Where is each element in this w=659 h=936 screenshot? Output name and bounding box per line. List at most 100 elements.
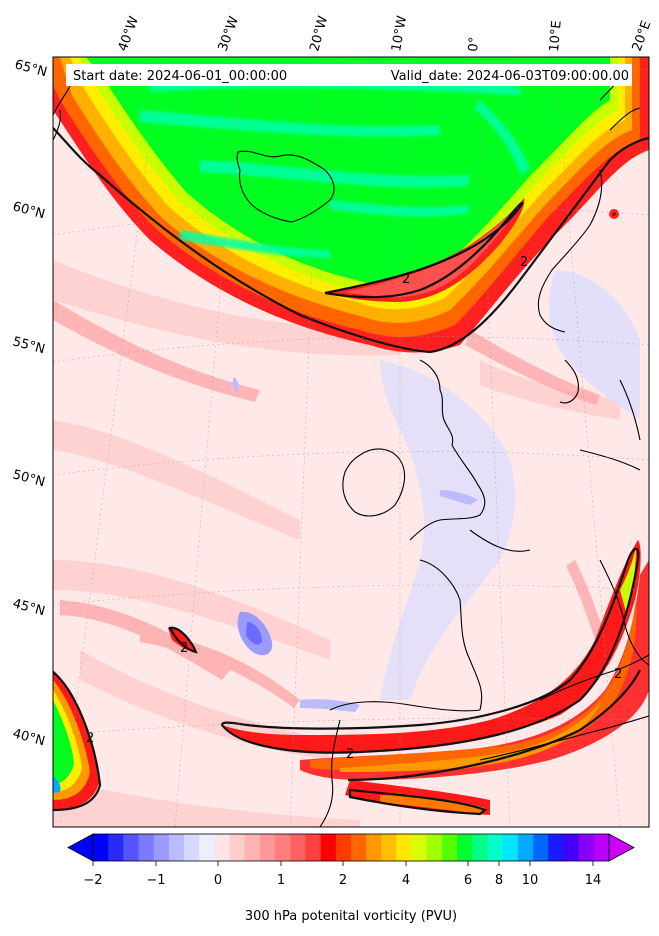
lon-label: 10°E	[547, 20, 565, 52]
colorbar-tick: 8	[495, 873, 503, 888]
header-box	[66, 64, 632, 86]
colorbar-under-outline	[67, 833, 94, 862]
lat-label: 55°N	[11, 334, 47, 357]
baltic-coast	[579, 379, 641, 471]
colorbar-cell	[244, 834, 261, 861]
colorbar-cell	[517, 834, 534, 861]
france-coast	[419, 529, 531, 711]
iberia-coast	[319, 701, 481, 827]
colorbar-cell	[108, 834, 124, 861]
contour-label: 2	[520, 255, 528, 270]
pv-hotspot	[609, 209, 619, 219]
longitude-labels: 40°W 30°W 20°W 10°W 0° 10°E 20°E	[116, 14, 655, 53]
contour-label: 2	[180, 641, 188, 656]
map-frame	[52, 56, 650, 828]
colorbar-tick: −2	[83, 873, 102, 888]
colorbar-cell	[411, 834, 428, 861]
lat-label: 60°N	[11, 199, 47, 222]
colorbar-cell	[381, 834, 397, 861]
colorbar-over-arrow	[609, 834, 634, 861]
coastlines	[53, 69, 649, 827]
colorbar-cell	[502, 834, 519, 861]
colorbar-cell	[335, 834, 352, 861]
colorbar-cell	[305, 834, 322, 861]
colorbar-cell	[366, 834, 382, 861]
colorbar-tick: 4	[402, 873, 410, 888]
norway-coast	[537, 169, 603, 333]
colorbar-cell	[229, 834, 246, 861]
colorbar-tick: 10	[522, 873, 539, 888]
pv-sw-corner	[53, 670, 100, 810]
colorbar-cell	[123, 834, 139, 861]
colorbar-cell	[563, 834, 580, 861]
contour-label: 2	[86, 731, 94, 746]
colorbar-tick: 1	[277, 873, 285, 888]
contour-label: 2	[346, 747, 354, 762]
colorbar-tick: 6	[464, 873, 472, 888]
colorbar-cell	[396, 834, 413, 861]
colorbar-cell	[168, 834, 185, 861]
colorbar-cell	[214, 834, 230, 861]
colorbar-tick: −1	[146, 873, 165, 888]
colorbar-cell	[487, 834, 504, 861]
lon-label: 30°W	[216, 14, 242, 53]
contour-label: 2	[614, 667, 622, 682]
latitude-labels: 65°N 60°N 55°N 50°N 45°N 40°N	[11, 57, 49, 749]
colorbar-tick: 14	[585, 873, 602, 888]
colorbar-cell	[199, 834, 215, 861]
lon-label: 40°W	[116, 14, 142, 53]
colorbar-ticks: −2 −1 0 1 2 4 6 8 10 14	[83, 873, 601, 888]
colorbar-tick-marks	[92, 861, 594, 866]
colorbar-cell	[93, 834, 109, 861]
colorbar-cell	[533, 834, 549, 861]
lat-label: 65°N	[13, 57, 49, 80]
lat-label: 40°N	[11, 726, 47, 749]
england-coast	[409, 444, 486, 541]
colorbar-caption: 300 hPa potenital vorticity (PVU)	[245, 909, 457, 924]
colorbar-cell	[472, 834, 488, 861]
pv-contour-2	[53, 127, 649, 816]
contour-labels: 2 2 2 2 2 2	[86, 255, 622, 762]
ireland-coast	[342, 448, 406, 517]
denmark-coast	[559, 359, 579, 404]
colorbar-under-arrow	[68, 834, 93, 861]
colorbar-cell	[290, 834, 306, 861]
scotland-coast	[419, 359, 454, 446]
graticule	[53, 57, 649, 827]
lon-label: 20°W	[307, 14, 331, 53]
colorbar-cell	[351, 834, 367, 861]
colorbar-tick: 0	[214, 873, 222, 888]
colorbar-cell	[320, 834, 337, 861]
colorbar-cell	[153, 834, 170, 861]
colorbar-cell	[578, 834, 595, 861]
lat-label: 50°N	[11, 467, 47, 490]
colorbar-cell	[426, 834, 443, 861]
map-panel: 2 2 2 2 2 2	[53, 57, 649, 827]
pv-small-blob	[168, 627, 196, 652]
iceland-coast	[236, 150, 335, 223]
lon-label: 20°E	[630, 19, 655, 54]
mediterranean-coast	[539, 654, 649, 701]
start-date-label: Start date: 2024-06-01_00:00:00	[73, 69, 287, 84]
colorbar-cell	[548, 834, 564, 861]
colorbar: −2 −1 0 1 2 4 6 8 10 14 300 hPa potenita…	[67, 833, 635, 924]
lat-label: 45°N	[11, 596, 47, 619]
lon-label: 0°	[466, 36, 482, 52]
colorbar-cell	[275, 834, 291, 861]
pv-negative-patches	[232, 270, 640, 712]
colorbar-cells	[93, 834, 610, 861]
colorbar-cell	[593, 834, 610, 861]
valid-date-label: Valid_date: 2024-06-03T09:00:00.00	[391, 69, 629, 84]
colorbar-over-outline	[608, 833, 635, 862]
contour-label: 2	[402, 272, 410, 287]
colorbar-cell	[138, 834, 155, 861]
colorbar-tick: 2	[339, 873, 347, 888]
colorbar-cell	[442, 834, 458, 861]
lon-label: 10°W	[389, 15, 410, 53]
colorbar-cell	[457, 834, 473, 861]
pv-streamer-north	[325, 198, 525, 302]
north-africa-coast	[479, 715, 649, 761]
colorbar-cell	[184, 834, 200, 861]
italy-coast	[599, 559, 649, 666]
